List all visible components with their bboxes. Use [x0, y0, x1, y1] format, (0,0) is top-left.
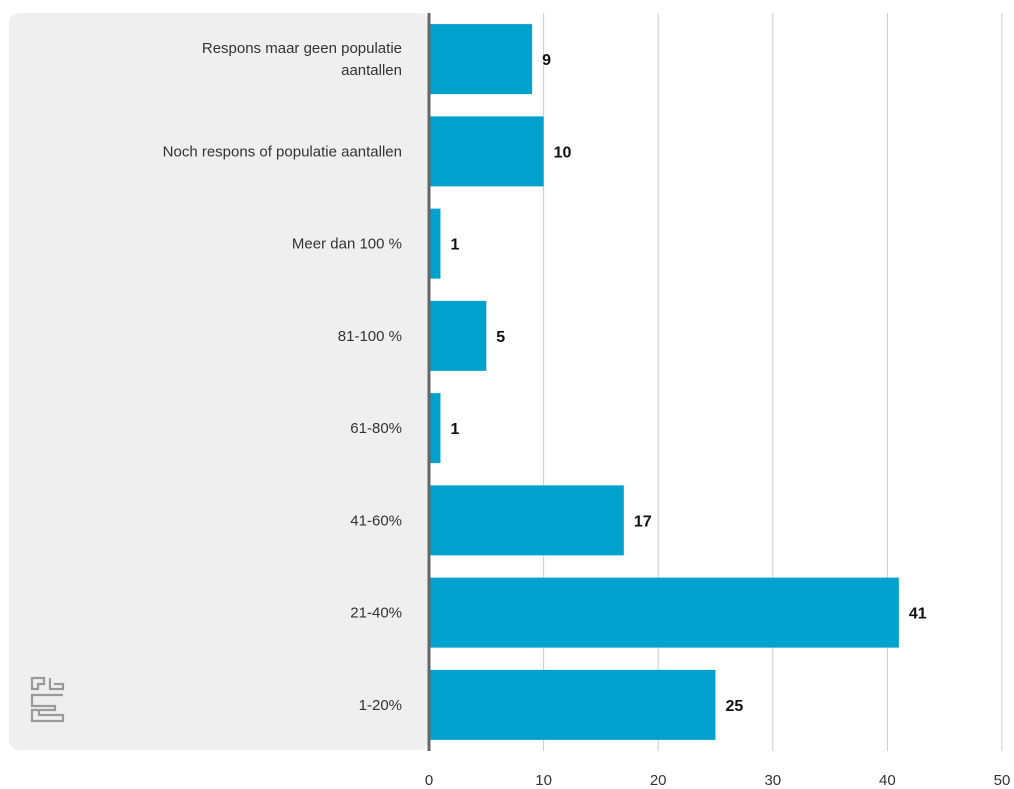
- value-label: 10: [554, 144, 572, 161]
- value-label: 25: [726, 698, 744, 715]
- category-label: 41-60%: [350, 512, 402, 529]
- bar: [429, 485, 624, 555]
- category-label: 61-80%: [350, 420, 402, 437]
- value-label: 1: [450, 237, 459, 254]
- value-label: 5: [496, 329, 505, 346]
- category-label: 21-40%: [350, 605, 402, 622]
- category-label: 1-20%: [359, 697, 402, 714]
- x-tick-label: 40: [879, 772, 896, 789]
- bar: [429, 301, 486, 371]
- bar: [429, 393, 440, 463]
- value-label: 9: [542, 52, 551, 69]
- x-tick-label: 20: [650, 772, 667, 789]
- bar: [429, 24, 532, 94]
- x-tick-label: 30: [764, 772, 781, 789]
- x-tick-label: 50: [994, 772, 1011, 789]
- x-axis-ticks: 0 10 20 30 40 50: [425, 772, 1011, 789]
- value-label: 1: [450, 421, 459, 438]
- bar: [429, 670, 716, 740]
- x-tick-label: 10: [535, 772, 552, 789]
- category-label: Noch respons of populatie aantallen: [163, 143, 402, 160]
- category-label: Meer dan 100 %: [292, 236, 402, 253]
- x-tick-label: 0: [425, 772, 433, 789]
- value-label: 41: [909, 606, 927, 623]
- category-label: 81-100 %: [338, 328, 402, 345]
- bar: [429, 578, 899, 648]
- bars: [429, 24, 899, 740]
- bar: [429, 209, 440, 279]
- bar: [429, 116, 544, 186]
- value-label: 17: [634, 513, 652, 530]
- category-label-panel: [9, 13, 429, 750]
